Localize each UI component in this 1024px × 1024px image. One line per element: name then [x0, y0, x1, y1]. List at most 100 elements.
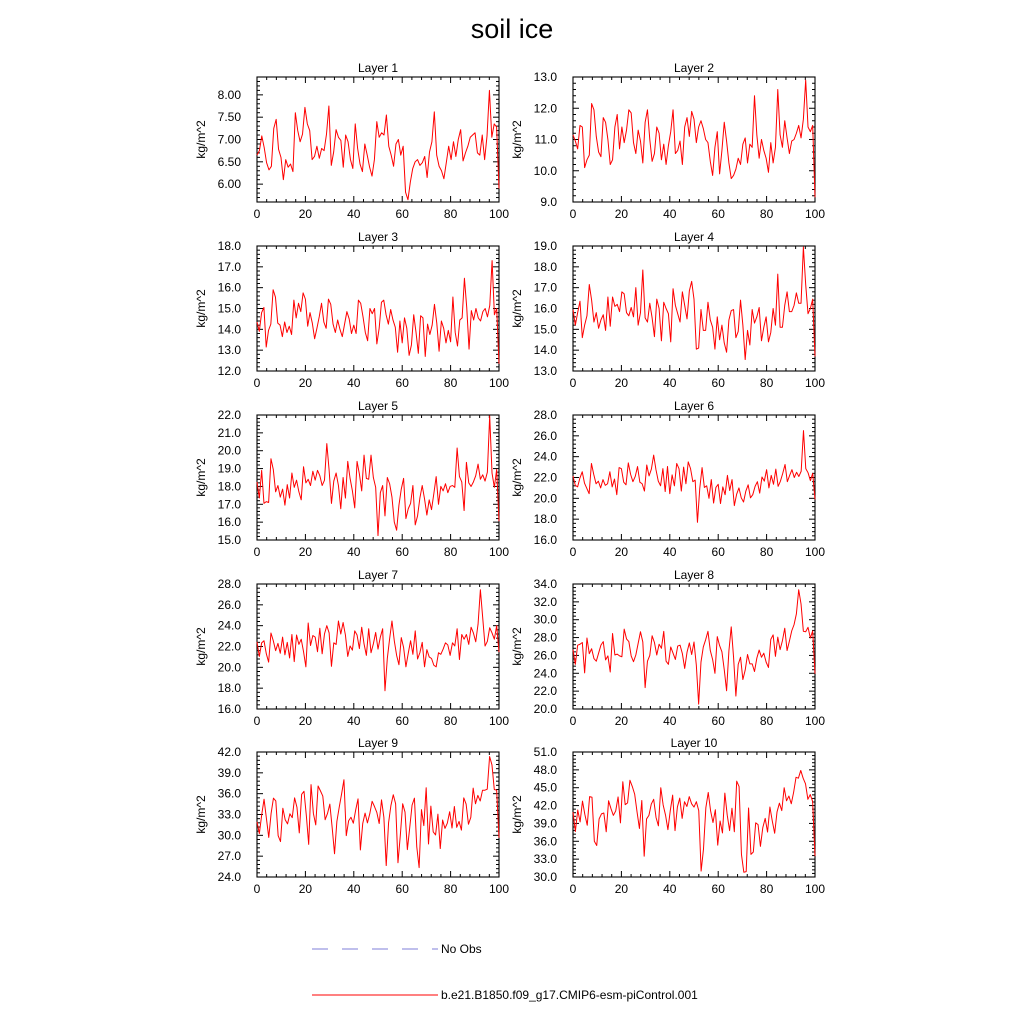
- y-tick-label: 30.0: [534, 870, 558, 884]
- y-tick-label: 39.0: [534, 816, 558, 830]
- panel-layer-7: 0 20 40 60 80 100 16.0 18.0 20.0 22.0 24.0 26.0 28.0…: [194, 568, 509, 728]
- page-title: soil ice: [470, 14, 554, 44]
- x-tick-label: 80: [760, 376, 774, 390]
- panel-title: Layer 1: [358, 61, 398, 75]
- y-tick-label: 15.0: [218, 533, 242, 547]
- plot-frame: [572, 751, 816, 878]
- panel-title: Layer 7: [358, 568, 398, 582]
- x-tick-label: 100: [489, 882, 509, 896]
- x-tick-label: 80: [760, 882, 774, 896]
- y-tick-label: 45.0: [534, 781, 558, 795]
- y-tick-label: 16.0: [218, 515, 242, 529]
- series-line: [256, 589, 500, 692]
- x-tick-label: 40: [663, 207, 677, 221]
- x-tick-label: 100: [805, 882, 825, 896]
- x-tick-label: 100: [805, 376, 825, 390]
- panel-title: Layer 6: [674, 399, 714, 413]
- y-tick-label: 18.0: [218, 239, 242, 253]
- y-tick-label: 18.0: [534, 512, 558, 526]
- x-tick-label: 0: [254, 207, 261, 221]
- x-tick-label: 80: [444, 882, 458, 896]
- y-tick-label: 30.0: [218, 828, 242, 842]
- y-tick-label: 27.0: [218, 849, 242, 863]
- series-line: [256, 415, 500, 537]
- y-tick-label: 18.0: [218, 479, 242, 493]
- x-tick-label: 80: [760, 545, 774, 559]
- legend: No Obs b.e21.B1850.f09_g17.CMIP6-esm-piCo…: [312, 942, 698, 1002]
- y-tick-label: 19.0: [218, 462, 242, 476]
- y-tick-label: 26.0: [218, 598, 242, 612]
- y-tick-label: 7.50: [218, 110, 242, 124]
- series-line: [572, 246, 816, 361]
- y-tick-label: 26.0: [534, 429, 558, 443]
- y-tick-label: 14.0: [534, 343, 558, 357]
- y-tick-label: 12.0: [534, 101, 558, 115]
- y-axis-label: kg/m^2: [194, 289, 208, 328]
- x-tick-label: 40: [663, 545, 677, 559]
- x-tick-label: 20: [299, 207, 313, 221]
- panel-layer-3: 0 20 40 60 80 100 12.0 13.0 14.0 15.0 16.0 17.0 18.0…: [194, 230, 509, 390]
- panel-layer-10: 0 20 40 60 80 100 30.0 33.0 36.0 39.0 42.0 45.0 48.0…: [510, 736, 825, 896]
- y-tick-label: 42.0: [218, 745, 242, 759]
- y-tick-label: 13.0: [218, 343, 242, 357]
- x-tick-label: 80: [444, 207, 458, 221]
- y-tick-label: 28.0: [534, 631, 558, 645]
- y-tick-label: 18.0: [534, 260, 558, 274]
- x-tick-label: 80: [444, 545, 458, 559]
- series-line: [256, 756, 500, 869]
- x-tick-label: 60: [396, 207, 410, 221]
- y-tick-label: 7.00: [218, 133, 242, 147]
- y-tick-label: 20.0: [218, 444, 242, 458]
- y-axis-label: kg/m^2: [510, 458, 524, 497]
- x-tick-label: 20: [299, 376, 313, 390]
- y-tick-label: 12.0: [218, 364, 242, 378]
- x-tick-label: 20: [615, 882, 629, 896]
- y-tick-label: 16.0: [534, 302, 558, 316]
- y-tick-label: 33.0: [534, 852, 558, 866]
- panel-layer-2: 0 20 40 60 80 100 9.0 10.0 11.0 12.0 13.0 Layer 2 kg…: [510, 61, 825, 221]
- x-tick-label: 60: [396, 714, 410, 728]
- series-line: [572, 769, 816, 873]
- x-tick-label: 60: [396, 545, 410, 559]
- x-tick-label: 40: [347, 376, 361, 390]
- x-tick-label: 100: [805, 545, 825, 559]
- plot-frame: [256, 414, 500, 541]
- plot-frame: [572, 76, 816, 203]
- y-tick-label: 17.0: [534, 281, 558, 295]
- y-tick-label: 22.0: [534, 684, 558, 698]
- x-tick-label: 0: [254, 376, 261, 390]
- panel-title: Layer 5: [358, 399, 398, 413]
- panel-layer-9: 0 20 40 60 80 100 24.0 27.0 30.0 33.0 36.0 39.0 42.0…: [194, 736, 509, 896]
- x-tick-label: 40: [347, 207, 361, 221]
- x-tick-label: 80: [444, 376, 458, 390]
- y-tick-label: 8.00: [218, 88, 242, 102]
- x-tick-label: 80: [760, 714, 774, 728]
- x-tick-label: 40: [347, 882, 361, 896]
- panel-layer-6: 0 20 40 60 80 100 16.0 18.0 20.0 22.0 24.0 26.0 28.0…: [510, 399, 825, 559]
- panel-title: Layer 3: [358, 230, 398, 244]
- y-tick-label: 20.0: [534, 491, 558, 505]
- x-tick-label: 40: [347, 545, 361, 559]
- y-tick-label: 9.0: [540, 195, 557, 209]
- y-tick-label: 33.0: [218, 808, 242, 822]
- x-tick-label: 0: [254, 545, 261, 559]
- panel-title: Layer 4: [674, 230, 714, 244]
- y-tick-label: 48.0: [534, 763, 558, 777]
- panel-layer-8: 0 20 40 60 80 100 20.0 22.0 24.0 26.0 28.0 30.0 32.0…: [510, 568, 825, 728]
- y-axis-label: kg/m^2: [194, 627, 208, 666]
- panel-title: Layer 10: [671, 736, 718, 750]
- x-tick-label: 40: [663, 714, 677, 728]
- x-tick-label: 100: [489, 545, 509, 559]
- series-line: [572, 589, 816, 705]
- y-tick-label: 39.0: [218, 766, 242, 780]
- y-tick-label: 17.0: [218, 260, 242, 274]
- y-tick-label: 21.0: [218, 426, 242, 440]
- x-tick-label: 0: [570, 545, 577, 559]
- y-tick-label: 24.0: [534, 666, 558, 680]
- y-tick-label: 20.0: [218, 660, 242, 674]
- x-tick-label: 60: [712, 376, 726, 390]
- x-tick-label: 60: [396, 376, 410, 390]
- y-axis-label: kg/m^2: [194, 458, 208, 497]
- y-axis-label: kg/m^2: [510, 795, 524, 834]
